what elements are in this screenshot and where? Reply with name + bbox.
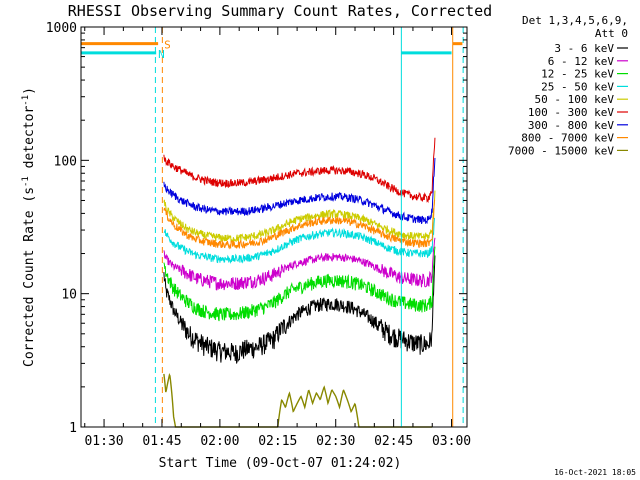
x-tick-label-2: 02:00 <box>200 434 239 449</box>
series-line-2 <box>163 246 436 322</box>
axis-layer: 01:30 01:45 02:00 02:15 02:30 02:45 03:00 1 10 10… <box>46 21 471 449</box>
legend-header-detectors: Det 1,3,4,5,6,9, <box>522 14 628 27</box>
y-axis-label-sup2: -1 <box>21 95 31 106</box>
legend-label-6: 300 - 800 keV <box>528 119 614 132</box>
series-line-3 <box>163 217 436 264</box>
x-tick-label-5: 02:45 <box>374 434 413 449</box>
legend-label-3: 25 - 50 keV <box>541 80 614 93</box>
y-axis-label: Corrected Count Rate (s-1 detector-1) <box>21 87 37 367</box>
x-tick-label-1: 01:45 <box>142 434 181 449</box>
y-axis-label-main: Corrected Count Rate (s <box>22 187 37 367</box>
y-axis-label-sup1: -1 <box>21 176 31 187</box>
legend-label-4: 50 - 100 keV <box>535 93 615 106</box>
legend-header-attenuator: Att 0 <box>595 27 628 40</box>
y-axis-label-mid: detector <box>22 106 37 177</box>
x-axis-label: Start Time (09-Oct-07 01:24:02) <box>159 456 402 471</box>
x-tick-label-0: 01:30 <box>84 434 123 449</box>
y-tick-label-2: 100 <box>54 154 77 169</box>
x-tick-label-4: 02:30 <box>316 434 355 449</box>
marker-layer: SN <box>81 27 464 427</box>
legend-label-2: 12 - 25 keV <box>541 68 614 81</box>
series-line-7 <box>163 199 436 250</box>
chart-title: RHESSI Observing Summary Count Rates, Co… <box>68 2 492 20</box>
legend-label-0: 3 - 6 keV <box>554 42 614 55</box>
series-line-1 <box>163 237 436 291</box>
y-tick-label-0: 1 <box>69 421 77 436</box>
series-line-4 <box>163 190 436 243</box>
series-line-6 <box>163 157 436 225</box>
legend-label-1: 6 - 12 keV <box>548 55 615 68</box>
series-line-5 <box>163 137 436 204</box>
y-axis-label-end: ) <box>22 87 37 95</box>
night-label: N <box>158 48 165 61</box>
legend-label-5: 100 - 300 keV <box>528 106 614 119</box>
saa-label: S <box>164 39 171 52</box>
generated-timestamp: 16-Oct-2021 18:05 <box>554 468 636 477</box>
plot-frame <box>80 26 468 428</box>
y-tick-label-3: 1000 <box>46 21 77 36</box>
x-tick-label-6: 03:00 <box>432 434 471 449</box>
legend-label-7: 800 - 7000 keV <box>521 132 614 145</box>
x-tick-label-3: 02:15 <box>258 434 297 449</box>
y-tick-label-1: 10 <box>61 288 77 303</box>
legend-label-8: 7000 - 15000 keV <box>508 144 614 157</box>
series-line-0 <box>163 255 436 364</box>
